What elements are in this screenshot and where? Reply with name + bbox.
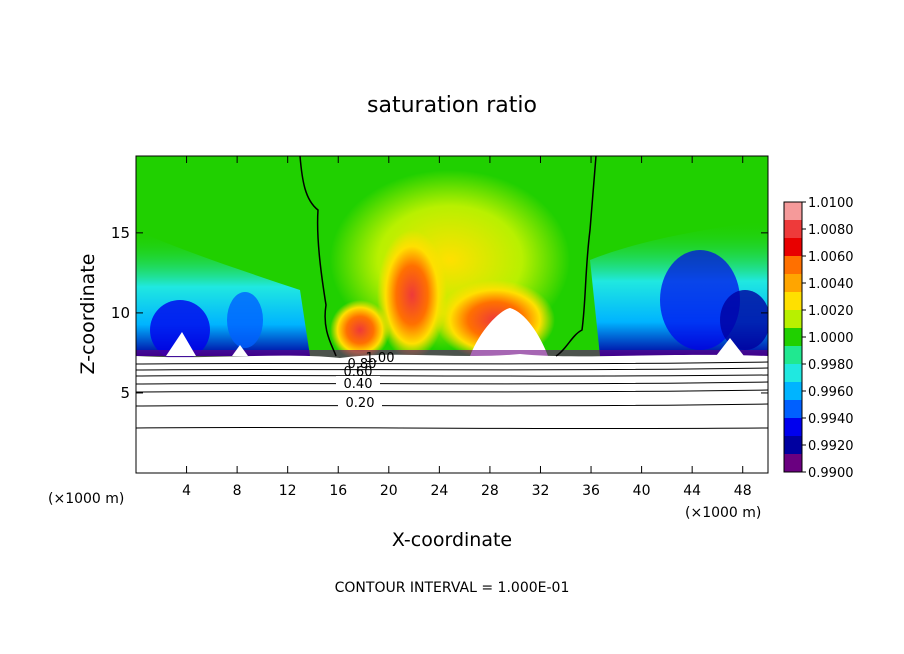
y-axis-label: Z-coordinate: [77, 254, 99, 375]
x-tick-label: 28: [481, 483, 499, 499]
chart-title: saturation ratio: [367, 93, 537, 118]
x-axis: 4 8 12 16 20 24 28 32 36 40 44 48: [182, 156, 752, 499]
x-tick-label: 8: [233, 483, 242, 499]
colorbar-swatch: [784, 436, 802, 455]
x-tick-label: 48: [734, 483, 752, 499]
x-unit-right: (×1000 m): [685, 505, 761, 521]
colorbar-swatch: [784, 220, 802, 239]
colorbar: 1.0100 1.0080 1.0060 1.0040 1.0020 1.0000 0.99…: [783, 196, 854, 481]
contour-label: 1.00: [366, 351, 395, 366]
colorbar-label: 1.0080: [808, 223, 854, 238]
colorbar-swatch: [784, 364, 802, 383]
contour-label: 0.60: [344, 365, 373, 380]
contour-label: 0.20: [346, 396, 375, 411]
colorbar-label: 1.0040: [808, 277, 854, 292]
x-tick-label: 24: [430, 483, 448, 499]
colorbar-swatch: [784, 454, 802, 473]
colorbar-swatch: [784, 292, 802, 311]
colorbar-label: 1.0100: [808, 196, 854, 211]
y-tick-label: 5: [120, 384, 130, 402]
colorbar-label: 1.0060: [808, 250, 854, 265]
x-tick-label: 20: [380, 483, 398, 499]
y-axis: 5 10 15: [111, 224, 768, 402]
x-unit-left: (×1000 m): [48, 491, 124, 507]
heatmap-field: [136, 156, 768, 473]
contour-labels: 0.20 0.40 0.60 0.80 1.00: [336, 351, 394, 411]
x-tick-label: 16: [329, 483, 347, 499]
x-tick-label: 40: [633, 483, 651, 499]
colorbar-swatch: [784, 382, 802, 401]
x-tick-label: 4: [182, 483, 191, 499]
contour-label: 0.80: [348, 357, 377, 372]
colorbar-swatch: [784, 400, 802, 419]
y-tick-label: 15: [111, 224, 130, 242]
x-axis-label: X-coordinate: [392, 529, 512, 551]
colorbar-label: 1.0000: [808, 331, 854, 346]
colorbar-swatch: [784, 346, 802, 365]
x-tick-label: 36: [582, 483, 600, 499]
colorbar-swatch: [784, 328, 802, 347]
colorbar-swatch: [784, 202, 802, 221]
colorbar-swatch: [784, 310, 802, 329]
colorbar-swatch: [784, 418, 802, 437]
colorbar-label: 0.9980: [808, 358, 854, 373]
y-tick-label: 10: [111, 304, 130, 322]
x-tick-label: 44: [683, 483, 701, 499]
colorbar-swatch: [784, 274, 802, 293]
colorbar-label: 1.0020: [808, 304, 854, 319]
colorbar-swatch: [784, 256, 802, 275]
colorbar-label: 0.9960: [808, 385, 854, 400]
x-tick-label: 32: [532, 483, 550, 499]
colorbar-label: 0.9940: [808, 412, 854, 427]
x-tick-label: 12: [279, 483, 297, 499]
contour-label: 0.40: [344, 377, 373, 392]
colorbar-label: 0.9920: [808, 439, 854, 454]
plot-frame: [135, 155, 769, 474]
colorbar-label: 0.9900: [808, 466, 854, 481]
contour-interval-note: CONTOUR INTERVAL = 1.000E-01: [335, 580, 570, 596]
colorbar-swatch: [784, 238, 802, 257]
